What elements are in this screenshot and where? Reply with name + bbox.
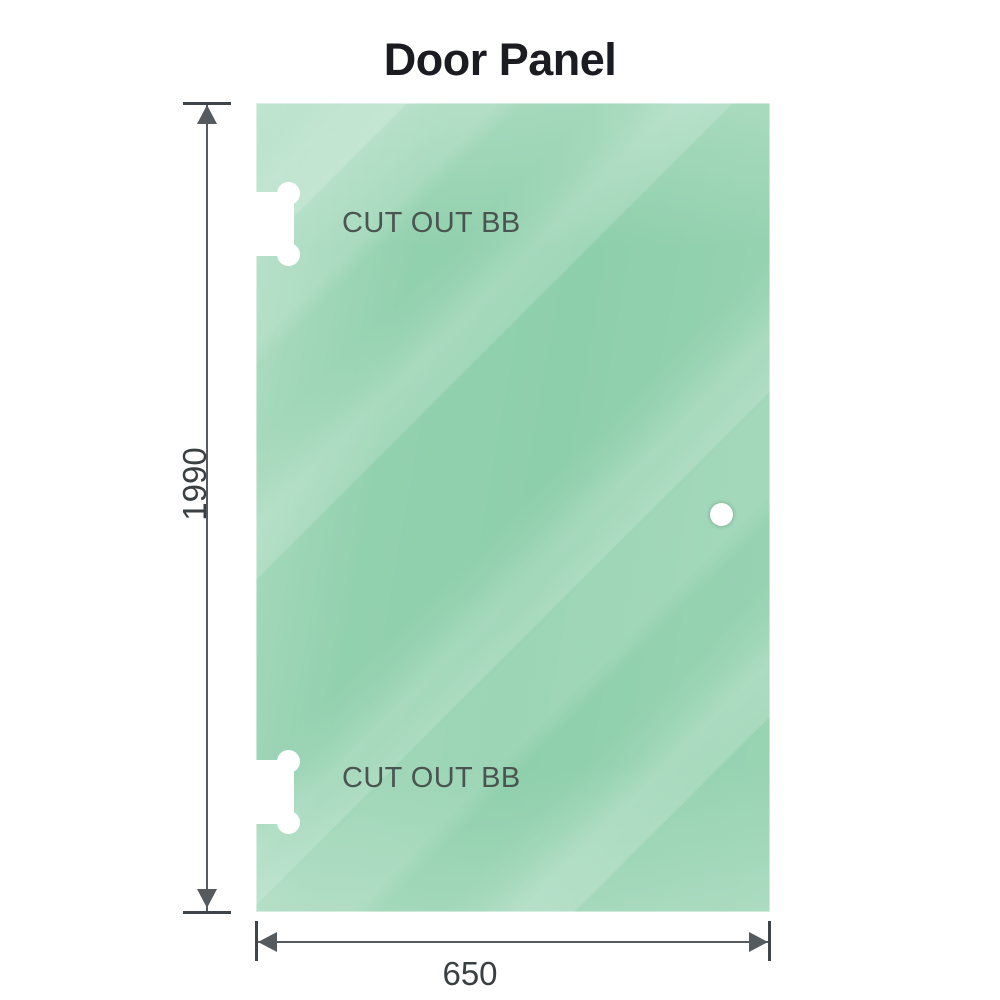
height-dimension-tick-bottom — [183, 911, 231, 914]
cutout-top-stem — [256, 193, 280, 255]
cutout-bottom[interactable] — [256, 750, 300, 834]
cutout-bottom-lobe-upper — [277, 750, 300, 773]
cutout-top-lobe-upper — [277, 182, 300, 205]
width-dimension-tick-left — [255, 921, 258, 961]
height-arrow-down-icon — [197, 889, 217, 908]
width-dimension-value: 650 — [442, 955, 498, 992]
glass-tint — [256, 103, 770, 912]
glass-reflection-broad — [256, 103, 770, 912]
width-arrow-left-icon — [258, 932, 277, 952]
width-dimension-tick-right — [768, 921, 771, 961]
height-dimension-tick-top — [183, 102, 231, 105]
height-dimension-value: 1990 — [176, 447, 213, 521]
height-arrow-up-icon — [197, 105, 217, 124]
page-title: Door Panel — [383, 34, 617, 85]
cutout-top-lobe-lower — [277, 243, 300, 266]
cutout-top[interactable] — [256, 182, 300, 266]
width-arrow-right-icon — [749, 932, 768, 952]
cutout-bottom-stem — [256, 761, 280, 823]
cutout-bottom-lobe-lower — [277, 811, 300, 834]
door-panel[interactable] — [256, 103, 770, 912]
cutout-top-label: CUT OUT BB — [342, 207, 521, 239]
cutout-bottom-label: CUT OUT BB — [342, 762, 521, 794]
handle-hole[interactable] — [710, 503, 733, 526]
glass-reflection-streaks — [256, 103, 770, 912]
width-dimension-line — [256, 941, 770, 943]
height-dimension-line — [206, 103, 208, 912]
